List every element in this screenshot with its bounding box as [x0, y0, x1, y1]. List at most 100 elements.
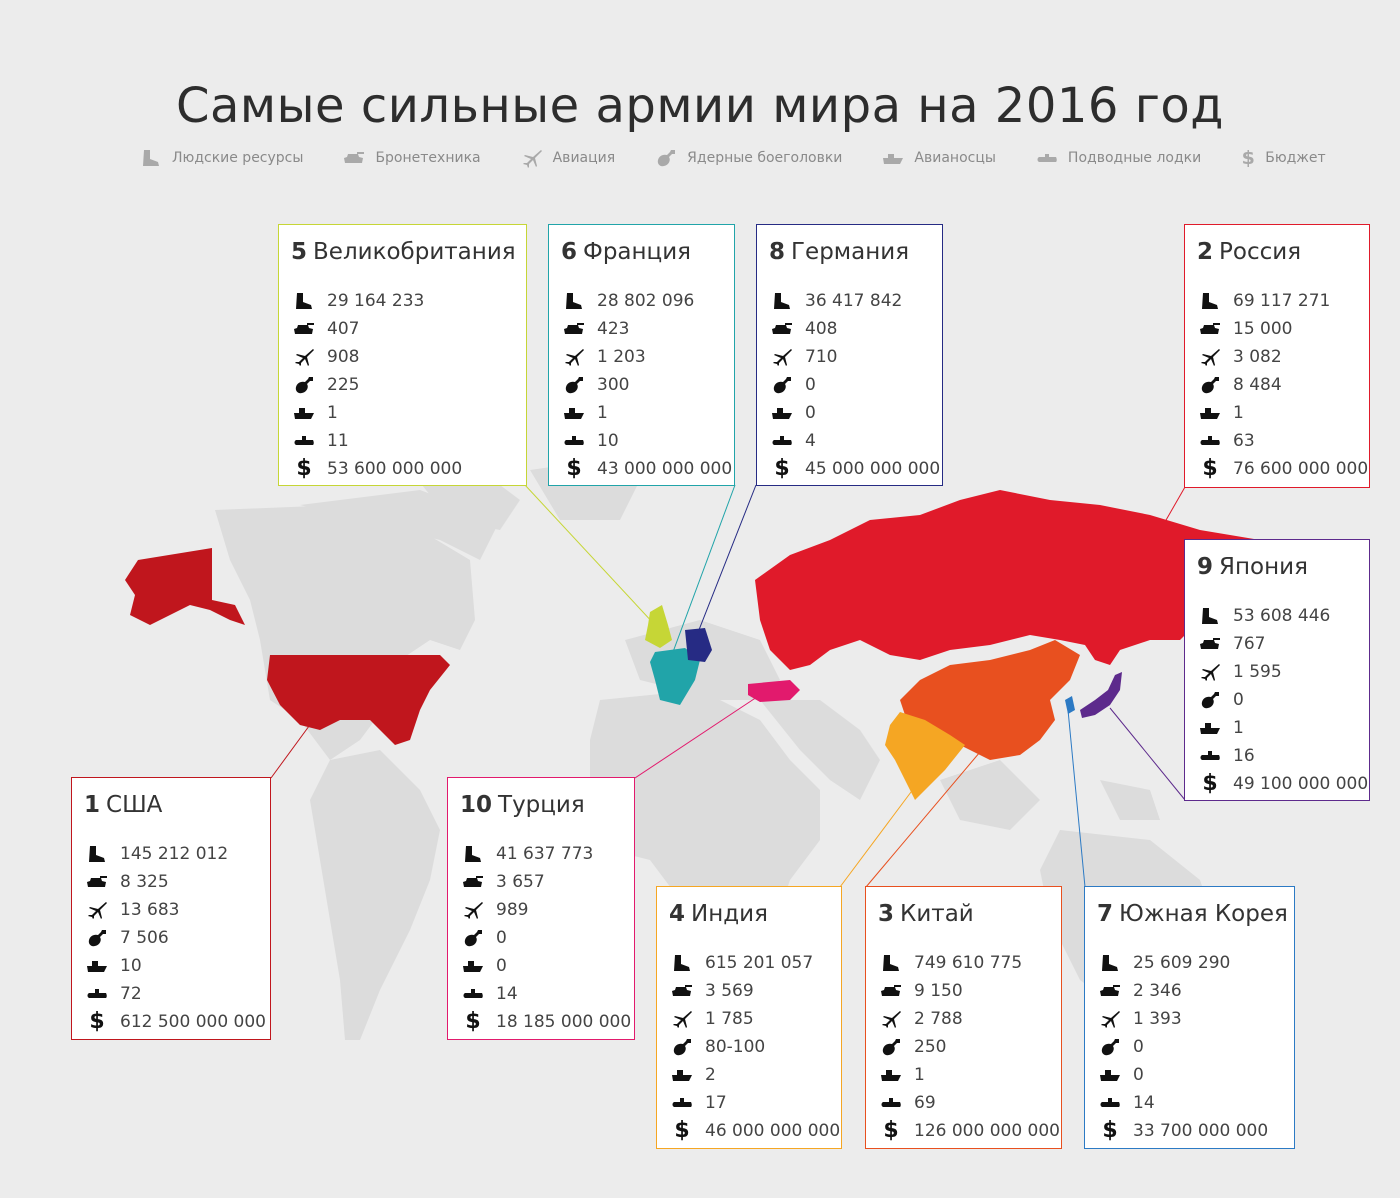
stat-value: 25 609 290: [1133, 953, 1231, 973]
bomb-icon: [291, 374, 317, 396]
stat-value: 2: [705, 1065, 716, 1085]
stat-row: 908: [291, 344, 359, 370]
submarine-icon: [460, 983, 486, 1005]
stat-row: $33 700 000 000: [1097, 1118, 1268, 1144]
stat-value: 76 600 000 000: [1233, 459, 1369, 479]
boot-icon: [878, 952, 904, 974]
bomb-icon: [657, 150, 676, 167]
country-header: 4 Индия: [669, 901, 768, 927]
stat-value: 3 657: [496, 872, 545, 892]
stat-value: 1 203: [597, 347, 646, 367]
tank-icon: [460, 871, 486, 893]
carrier-icon: [1097, 1064, 1123, 1086]
stat-value: 0: [1233, 690, 1244, 710]
tank-icon: [769, 318, 795, 340]
country-card: 8 Германия 36 417 842 408 710 0 0 4 $45 000 000 …: [756, 224, 943, 486]
china-shape: [900, 640, 1080, 760]
stat-value: 14: [496, 984, 518, 1004]
stat-row: 3 657: [460, 869, 545, 895]
stat-value: 408: [805, 319, 838, 339]
jet-icon: [1197, 346, 1223, 368]
stat-row: 10: [561, 428, 619, 454]
stat-value: 0: [1133, 1065, 1144, 1085]
uk-shape: [645, 605, 672, 648]
stat-row: 407: [291, 316, 359, 342]
stat-row: 767: [1197, 631, 1265, 657]
stat-value: 612 500 000 000: [120, 1012, 267, 1032]
stat-row: 0: [1097, 1034, 1144, 1060]
stat-value: 28 802 096: [597, 291, 695, 311]
jet-icon: [460, 899, 486, 921]
country-shapes: [125, 490, 1320, 800]
stat-row: 1: [561, 400, 608, 426]
carrier-icon: [1197, 402, 1223, 424]
tank-icon: [1097, 980, 1123, 1002]
stat-value: 749 610 775: [914, 953, 1023, 973]
bomb-icon: [84, 927, 110, 949]
stat-row: $46 000 000 000: [669, 1118, 840, 1144]
stat-value: 7 506: [120, 928, 169, 948]
stat-row: 25 609 290: [1097, 950, 1230, 976]
country-name: Франция: [583, 239, 691, 265]
stat-row: 14: [460, 981, 518, 1007]
country-header: 2 Россия: [1197, 239, 1301, 265]
stat-row: 1 785: [669, 1006, 754, 1032]
stat-value: 14: [1133, 1093, 1155, 1113]
stat-value: 3 569: [705, 981, 754, 1001]
dollar-icon: $: [566, 456, 582, 481]
stat-row: 225: [291, 372, 359, 398]
stat-value: 3 082: [1233, 347, 1282, 367]
country-card: 5 Великобритания 29 164 233 407 908 225 1 11 $53…: [278, 224, 527, 486]
carrier-icon: [883, 154, 904, 164]
stat-row: 36 417 842: [769, 288, 902, 314]
country-rank: 9: [1197, 554, 1214, 580]
carrier-icon: [1197, 717, 1223, 739]
stat-value: 80-100: [705, 1037, 766, 1057]
stat-value: 0: [496, 928, 507, 948]
boot-icon: [1197, 605, 1223, 627]
stat-value: 17: [705, 1093, 727, 1113]
stat-row: 8 484: [1197, 372, 1282, 398]
stat-row: 749 610 775: [878, 950, 1022, 976]
stat-value: 43 000 000 000: [597, 459, 733, 479]
stat-row: 145 212 012: [84, 841, 228, 867]
dollar-icon: $: [1241, 147, 1255, 169]
country-rank: 10: [460, 792, 493, 818]
jet-icon: [1097, 1008, 1123, 1030]
stat-row: $43 000 000 000: [561, 456, 732, 482]
boot-icon: [143, 150, 159, 166]
carrier-icon: [291, 402, 317, 424]
stat-row: 423: [561, 316, 629, 342]
carrier-icon: [769, 402, 795, 424]
dollar-icon: $: [883, 1118, 899, 1143]
boot-icon: [1197, 290, 1223, 312]
stat-row: 41 637 773: [460, 841, 593, 867]
stat-row: 2: [669, 1062, 716, 1088]
stat-row: 8 325: [84, 869, 169, 895]
stat-value: 69: [914, 1093, 936, 1113]
stat-row: 14: [1097, 1090, 1155, 1116]
country-rank: 5: [291, 239, 308, 265]
country-rank: 2: [1197, 239, 1214, 265]
country-name: Россия: [1219, 239, 1302, 265]
stat-value: 33 700 000 000: [1133, 1121, 1269, 1141]
submarine-icon: [1197, 430, 1223, 452]
tank-icon: [291, 318, 317, 340]
dollar-icon: $: [465, 1009, 481, 1034]
stat-row: 15 000: [1197, 316, 1292, 342]
stat-row: $18 185 000 000: [460, 1009, 631, 1035]
stat-row: 11: [291, 428, 349, 454]
stat-value: 300: [597, 375, 630, 395]
stat-row: 3 082: [1197, 344, 1282, 370]
stat-value: 1: [1233, 403, 1244, 423]
stat-value: 53 600 000 000: [327, 459, 463, 479]
stat-value: 0: [805, 403, 816, 423]
stat-value: 225: [327, 375, 360, 395]
stat-value: 0: [1133, 1037, 1144, 1057]
stat-row: 989: [460, 897, 528, 923]
country-rank: 4: [669, 901, 686, 927]
stat-row: 7 506: [84, 925, 169, 951]
stat-row: 13 683: [84, 897, 179, 923]
russia-shape: [755, 490, 1320, 670]
stat-value: 4: [805, 431, 816, 451]
